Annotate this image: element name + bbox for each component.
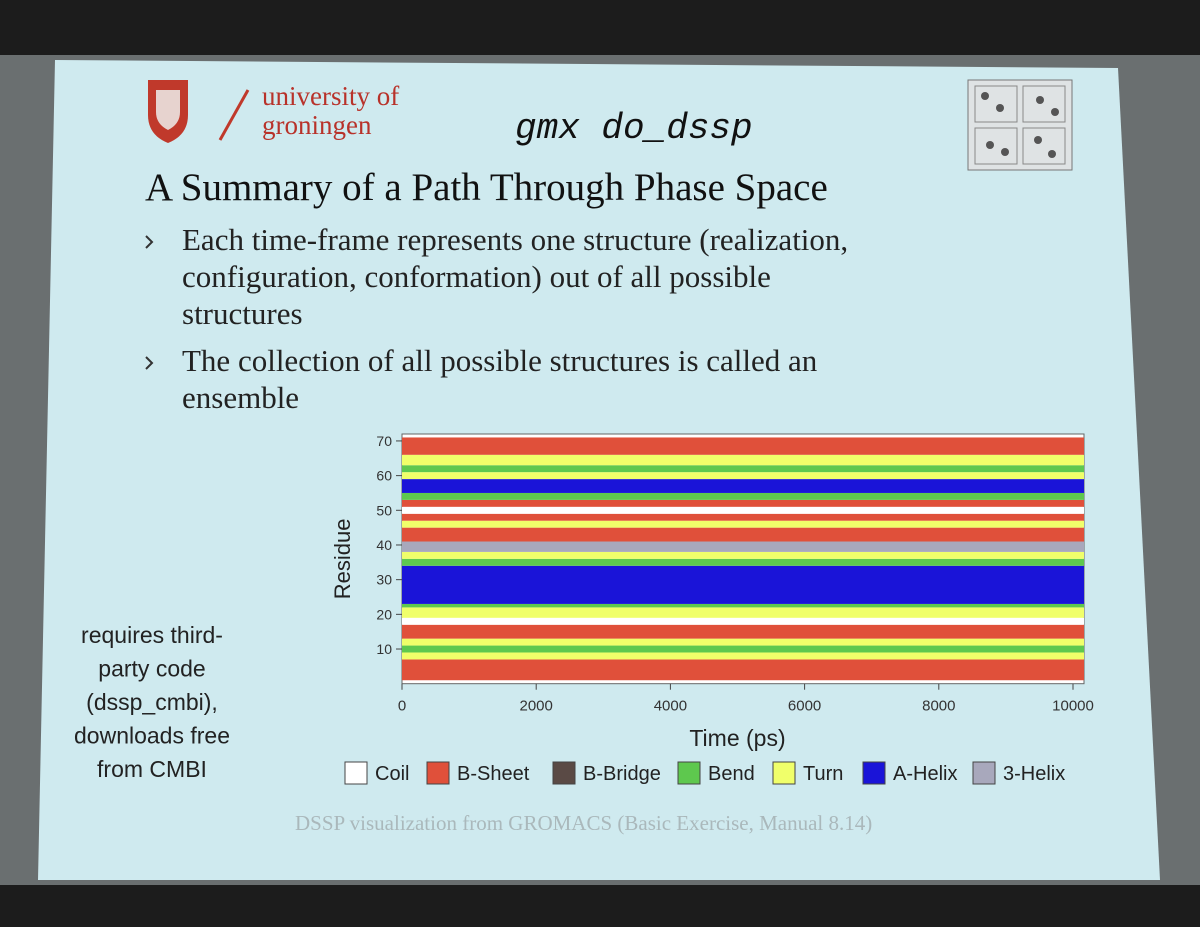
logo: [148, 80, 250, 143]
band: [402, 465, 1084, 473]
legend-swatch: [552, 761, 576, 785]
side-note-line: from CMBI: [97, 756, 207, 782]
band: [402, 513, 1084, 521]
side-note-line: requires third-: [81, 622, 223, 648]
bullet-text: ensemble: [182, 380, 299, 415]
band: [402, 624, 1084, 639]
band: [402, 659, 1084, 681]
y-tick-label: 10: [376, 641, 392, 657]
legend-label: 3-Helix: [1003, 763, 1065, 785]
side-note-line: party code: [98, 656, 205, 682]
bullets: Each time-frame represents one structure…: [145, 222, 848, 415]
band: [402, 527, 1084, 542]
chart: 10 20 30 40 50 60 70 0 2000 4000 6000 8000 10000 Time…: [330, 433, 1094, 785]
legend-label: B-Sheet: [457, 763, 530, 785]
band: [402, 551, 1084, 559]
y-tick-label: 40: [376, 537, 392, 553]
side-note-line: (dssp_cmbi),: [86, 689, 218, 715]
x-tick-label: 0: [398, 698, 406, 715]
legend-swatch: [772, 761, 796, 785]
legend-swatch: [677, 761, 701, 785]
logo-text: groningen: [262, 110, 372, 140]
band: [402, 437, 1084, 455]
band: [402, 472, 1084, 480]
y-tick-label: 60: [376, 468, 392, 484]
bullet-text: The collection of all possible structure…: [182, 343, 818, 378]
legend-label: Bend: [708, 763, 755, 785]
x-tick-label: 10000: [1052, 698, 1094, 715]
legend-label: Turn: [803, 763, 843, 785]
band: [402, 492, 1084, 500]
legend-label: Coil: [375, 763, 409, 785]
band: [402, 617, 1084, 625]
bullet-marker: [145, 356, 154, 370]
band: [402, 645, 1084, 653]
band: [402, 652, 1084, 660]
legend-swatch: [426, 761, 450, 785]
x-tick-label: 4000: [654, 698, 687, 715]
legend-label: B-Bridge: [583, 763, 661, 785]
side-note-line: downloads free: [74, 723, 230, 749]
bullet-text: Each time-frame represents one structure…: [182, 222, 848, 257]
band: [402, 499, 1084, 507]
bullet-text: structures: [182, 296, 303, 331]
y-tick-label: 20: [376, 606, 392, 622]
band: [402, 520, 1084, 528]
band: [402, 638, 1084, 646]
icon: [967, 79, 1073, 171]
caption: DSSP visualization from GROMACS (Basic E…: [295, 811, 872, 835]
legend-swatch: [862, 761, 886, 785]
y-tick-label: 70: [376, 433, 392, 449]
x-tick-label: 2000: [520, 698, 553, 715]
band: [402, 479, 1084, 493]
band: [402, 541, 1084, 552]
legend-label: A-Helix: [893, 763, 957, 785]
band: [402, 607, 1084, 618]
band: [402, 454, 1084, 466]
x-axis-label: Time (ps): [689, 725, 785, 751]
band: [402, 558, 1084, 566]
y-axis-label: Residue: [330, 518, 355, 599]
legend-swatch: [972, 761, 996, 785]
side-note: requires third-party code (dssp_cmbi),dow…: [74, 622, 230, 782]
band: [402, 565, 1084, 604]
command: gmx do_dssp: [515, 108, 753, 149]
bullet-text: configuration, conformation) out of all …: [182, 259, 771, 294]
band: [402, 603, 1084, 608]
logo-text: university of: [262, 81, 399, 111]
x-tick-label: 8000: [922, 698, 955, 715]
legend-swatch: [344, 761, 368, 785]
x-tick-label: 6000: [788, 698, 821, 715]
y-tick-label: 50: [376, 502, 392, 518]
slide-title: A Summary of a Path Through Phase Space: [145, 166, 828, 209]
bullet-marker: [145, 235, 154, 249]
y-tick-label: 30: [376, 572, 392, 588]
band: [402, 506, 1084, 514]
